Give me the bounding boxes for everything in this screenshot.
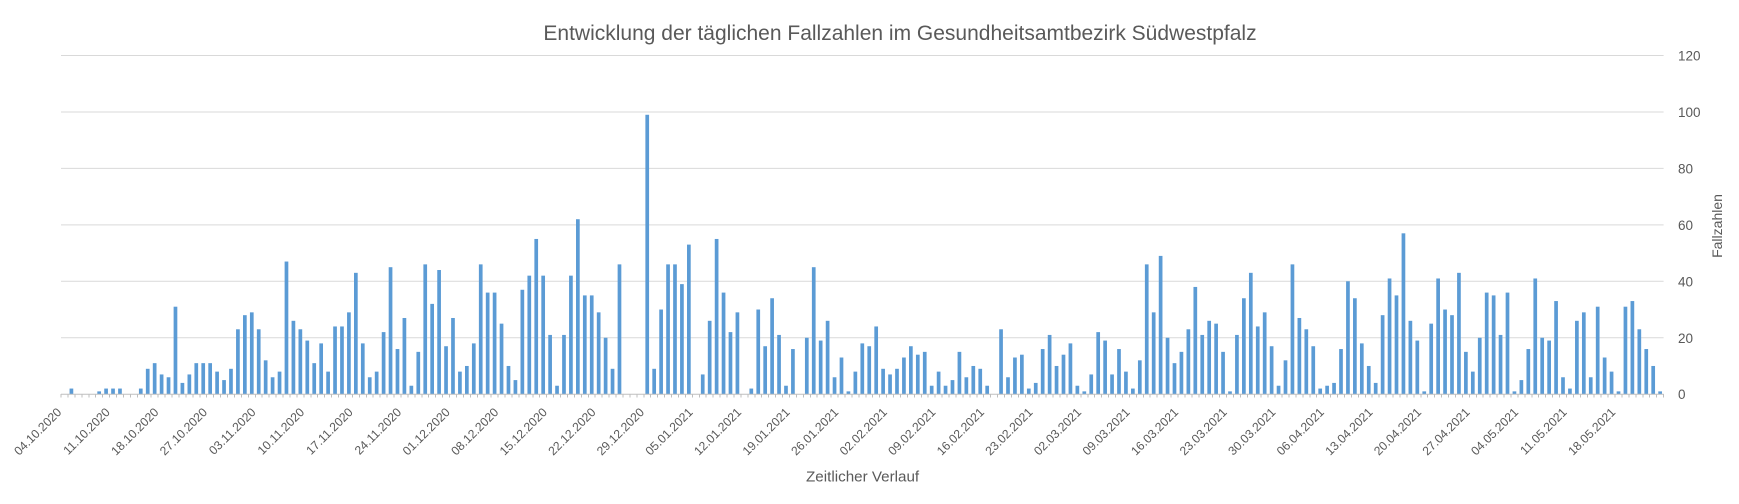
svg-text:100: 100 — [1678, 105, 1701, 120]
svg-text:120: 120 — [1678, 49, 1701, 64]
svg-text:80: 80 — [1678, 161, 1693, 176]
svg-text:20: 20 — [1678, 331, 1693, 346]
svg-text:40: 40 — [1678, 274, 1693, 289]
svg-text:Zeitlicher Verlauf: Zeitlicher Verlauf — [806, 469, 920, 486]
svg-text:60: 60 — [1678, 218, 1693, 233]
svg-text:0: 0 — [1678, 387, 1686, 402]
svg-text:Entwicklung der täglichen Fall: Entwicklung der täglichen Fallzahlen im … — [543, 22, 1256, 45]
svg-text:Fallzahlen: Fallzahlen — [1709, 194, 1725, 258]
